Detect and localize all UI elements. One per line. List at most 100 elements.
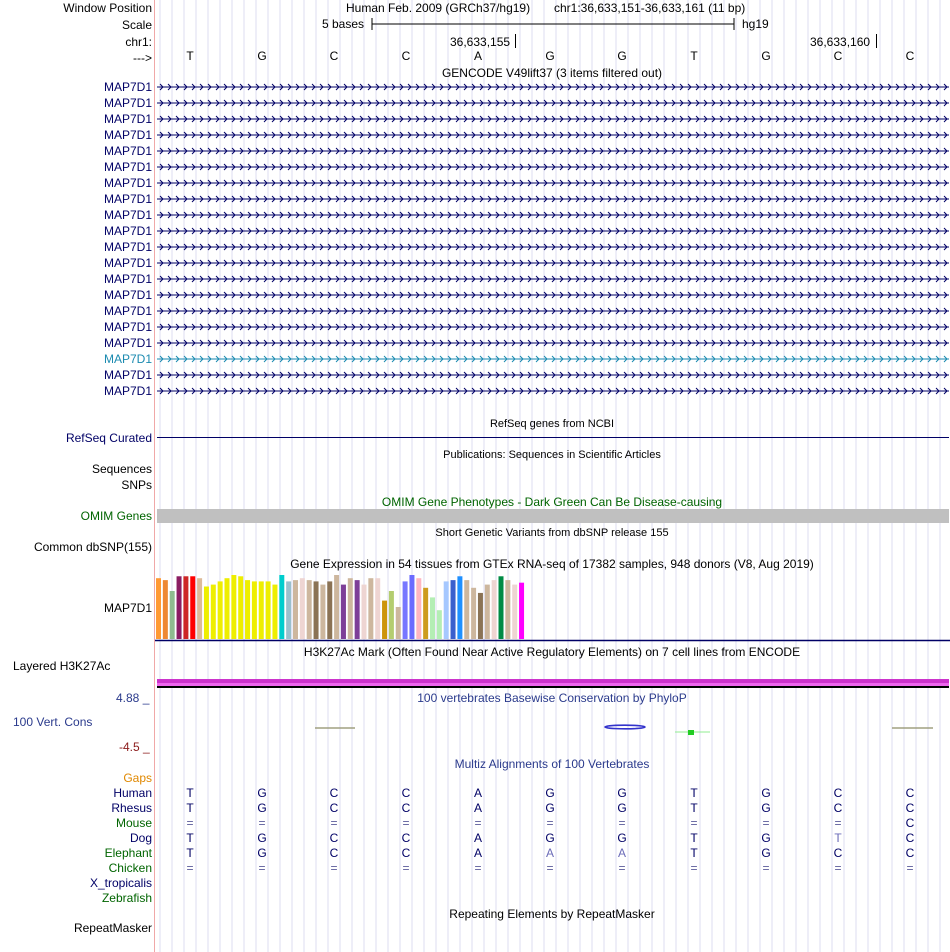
omim-track-label[interactable]: OMIM Genes	[80, 509, 152, 523]
gtex-tissue-bar[interactable]	[334, 575, 340, 639]
gencode-gene-label[interactable]: MAP7D1	[103, 112, 152, 126]
gtex-track-title[interactable]: Gene Expression in 54 tissues from GTEx …	[290, 557, 814, 571]
gtex-tissue-bar[interactable]	[375, 578, 381, 639]
refseq-track-title[interactable]: RefSeq genes from NCBI	[489, 418, 615, 430]
gtex-tissue-bar[interactable]	[162, 580, 168, 639]
gencode-transcript[interactable]	[157, 82, 949, 92]
gtex-tissue-bar[interactable]	[217, 581, 223, 639]
gtex-tissue-bar[interactable]	[409, 575, 415, 639]
gtex-tissue-bar[interactable]	[464, 580, 470, 639]
gencode-transcript[interactable]	[157, 290, 949, 300]
gencode-gene-label[interactable]: MAP7D1	[103, 128, 152, 142]
species-label[interactable]: Human	[113, 786, 152, 800]
gtex-tissue-bar[interactable]	[340, 584, 346, 639]
gtex-tissue-bar[interactable]	[505, 580, 511, 639]
gencode-gene-label[interactable]: MAP7D1	[103, 368, 152, 382]
gtex-tissue-bar[interactable]	[436, 610, 442, 639]
h3k27ac-track-label[interactable]: Layered H3K27Ac	[13, 659, 111, 673]
gencode-gene-label[interactable]: MAP7D1	[103, 288, 152, 302]
snps-track-label[interactable]: SNPs	[121, 478, 152, 492]
gtex-tissue-bar[interactable]	[457, 576, 463, 639]
gencode-transcript[interactable]	[157, 354, 949, 364]
gtex-tissue-bar[interactable]	[354, 580, 360, 639]
gtex-tissue-bar[interactable]	[169, 591, 175, 639]
gtex-tissue-bar[interactable]	[471, 587, 477, 639]
species-label[interactable]: Dog	[129, 831, 152, 845]
gencode-transcript[interactable]	[157, 162, 949, 172]
gencode-gene-label[interactable]: MAP7D1	[103, 384, 152, 398]
gtex-tissue-bar[interactable]	[313, 581, 319, 639]
gtex-tissue-bar[interactable]	[450, 580, 456, 639]
gtex-tissue-bar[interactable]	[320, 584, 326, 639]
gtex-tissue-bar[interactable]	[299, 578, 305, 639]
gtex-tissue-bar[interactable]	[272, 584, 278, 639]
gencode-transcript[interactable]	[157, 98, 949, 108]
gencode-transcript[interactable]	[157, 274, 949, 284]
repeat-track-title[interactable]: Repeating Elements by RepeatMasker	[449, 907, 655, 921]
gtex-tissue-bar[interactable]	[347, 578, 353, 639]
gtex-tissue-bar[interactable]	[251, 581, 257, 639]
gencode-gene-label[interactable]: MAP7D1	[103, 336, 152, 350]
gencode-gene-label[interactable]: MAP7D1	[103, 304, 152, 318]
gencode-gene-label[interactable]: MAP7D1	[103, 208, 152, 222]
gtex-tissue-bar[interactable]	[430, 597, 435, 639]
gencode-gene-label[interactable]: MAP7D1	[103, 96, 152, 110]
position-readout[interactable]: chr1:36,633,151-36,633,161 (11 bp)	[554, 1, 746, 15]
gtex-tissue-bar[interactable]	[279, 575, 285, 639]
gencode-transcript[interactable]	[157, 130, 949, 140]
gtex-tissue-bar[interactable]	[293, 580, 298, 639]
gencode-gene-label[interactable]: MAP7D1	[103, 240, 152, 254]
gtex-tissue-bar[interactable]	[423, 587, 429, 639]
gtex-tissue-bar[interactable]	[231, 575, 237, 639]
gtex-tissue-bar[interactable]	[238, 576, 244, 639]
gtex-tissue-bar[interactable]	[382, 600, 388, 639]
gtex-tissue-bar[interactable]	[156, 578, 161, 639]
gencode-track-title[interactable]: GENCODE V49lift37 (3 items filtered out)	[441, 66, 663, 80]
omim-gene-bar[interactable]	[157, 509, 949, 523]
gencode-transcript[interactable]	[157, 210, 949, 220]
species-label[interactable]: Chicken	[108, 861, 152, 875]
gencode-gene-label[interactable]: MAP7D1	[103, 224, 152, 238]
gtex-tissue-bar[interactable]	[368, 578, 374, 639]
species-label[interactable]: Mouse	[115, 816, 152, 830]
gtex-bar-chart[interactable]	[155, 572, 950, 642]
gtex-tissue-bar[interactable]	[388, 591, 394, 639]
gtex-tissue-bar[interactable]	[176, 576, 182, 639]
gencode-transcript[interactable]	[157, 306, 949, 316]
multiz-track-title[interactable]: Multiz Alignments of 100 Vertebrates	[454, 757, 650, 771]
gtex-tissue-bar[interactable]	[484, 584, 490, 639]
gtex-tissue-bar[interactable]	[402, 581, 408, 639]
gtex-tissue-bar[interactable]	[245, 580, 251, 639]
species-label[interactable]: X_tropicalis	[89, 876, 152, 890]
gtex-tissue-bar[interactable]	[203, 586, 209, 639]
cons-track-title[interactable]: 100 vertebrates Basewise Conservation by…	[417, 691, 687, 705]
gencode-gene-label[interactable]: MAP7D1	[103, 320, 152, 334]
dbsnp-track-title[interactable]: Short Genetic Variants from dbSNP releas…	[435, 527, 669, 539]
gtex-tissue-bar[interactable]	[190, 576, 196, 639]
gtex-tissue-bar[interactable]	[498, 576, 504, 639]
gencode-gene-label[interactable]: MAP7D1	[103, 176, 152, 190]
gencode-transcript[interactable]	[157, 194, 949, 204]
gencode-gene-label[interactable]: MAP7D1	[103, 256, 152, 270]
gtex-tissue-bar[interactable]	[443, 581, 449, 639]
gtex-tissue-bar[interactable]	[512, 584, 518, 639]
gencode-transcript[interactable]	[157, 226, 949, 236]
gtex-tissue-bar[interactable]	[224, 578, 230, 639]
h3k27ac-track-title[interactable]: H3K27Ac Mark (Often Found Near Active Re…	[303, 645, 801, 659]
gtex-tissue-bar[interactable]	[477, 592, 483, 639]
gencode-transcript[interactable]	[157, 146, 949, 156]
gtex-tissue-bar[interactable]	[491, 580, 497, 639]
gtex-tissue-bar[interactable]	[183, 576, 189, 639]
repeat-track-label[interactable]: RepeatMasker	[73, 921, 152, 935]
gencode-transcript[interactable]	[157, 242, 949, 252]
gencode-gene-label[interactable]: MAP7D1	[103, 80, 152, 94]
species-label[interactable]: Zebrafish	[101, 891, 152, 905]
gencode-gene-label[interactable]: MAP7D1	[103, 144, 152, 158]
gencode-transcript[interactable]	[157, 322, 949, 332]
gtex-tissue-bar[interactable]	[306, 580, 312, 639]
gtex-tissue-bar[interactable]	[210, 584, 216, 639]
dbsnp-track-label[interactable]: Common dbSNP(155)	[33, 540, 152, 554]
gencode-transcript[interactable]	[157, 258, 949, 268]
gtex-tissue-bar[interactable]	[361, 584, 367, 639]
gencode-transcript[interactable]	[157, 386, 949, 396]
